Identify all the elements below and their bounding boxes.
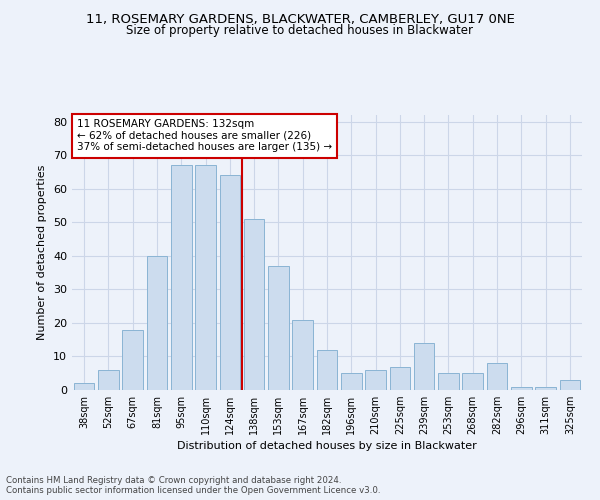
Bar: [341, 373, 362, 390]
Bar: [535, 386, 556, 390]
Y-axis label: Number of detached properties: Number of detached properties: [37, 165, 47, 340]
Bar: [220, 176, 240, 390]
Bar: [146, 256, 167, 390]
Text: Size of property relative to detached houses in Blackwater: Size of property relative to detached ho…: [127, 24, 473, 37]
Bar: [414, 343, 434, 390]
Bar: [74, 384, 94, 390]
Bar: [389, 366, 410, 390]
Bar: [560, 380, 580, 390]
Text: Contains HM Land Registry data © Crown copyright and database right 2024.
Contai: Contains HM Land Registry data © Crown c…: [6, 476, 380, 495]
Bar: [463, 373, 483, 390]
Bar: [292, 320, 313, 390]
Bar: [438, 373, 459, 390]
Text: 11, ROSEMARY GARDENS, BLACKWATER, CAMBERLEY, GU17 0NE: 11, ROSEMARY GARDENS, BLACKWATER, CAMBER…: [86, 12, 514, 26]
Bar: [171, 166, 191, 390]
Bar: [98, 370, 119, 390]
X-axis label: Distribution of detached houses by size in Blackwater: Distribution of detached houses by size …: [177, 442, 477, 452]
Bar: [244, 219, 265, 390]
Text: 11 ROSEMARY GARDENS: 132sqm
← 62% of detached houses are smaller (226)
37% of se: 11 ROSEMARY GARDENS: 132sqm ← 62% of det…: [77, 119, 332, 152]
Bar: [365, 370, 386, 390]
Bar: [317, 350, 337, 390]
Bar: [487, 363, 508, 390]
Bar: [195, 166, 216, 390]
Bar: [122, 330, 143, 390]
Bar: [511, 386, 532, 390]
Bar: [268, 266, 289, 390]
